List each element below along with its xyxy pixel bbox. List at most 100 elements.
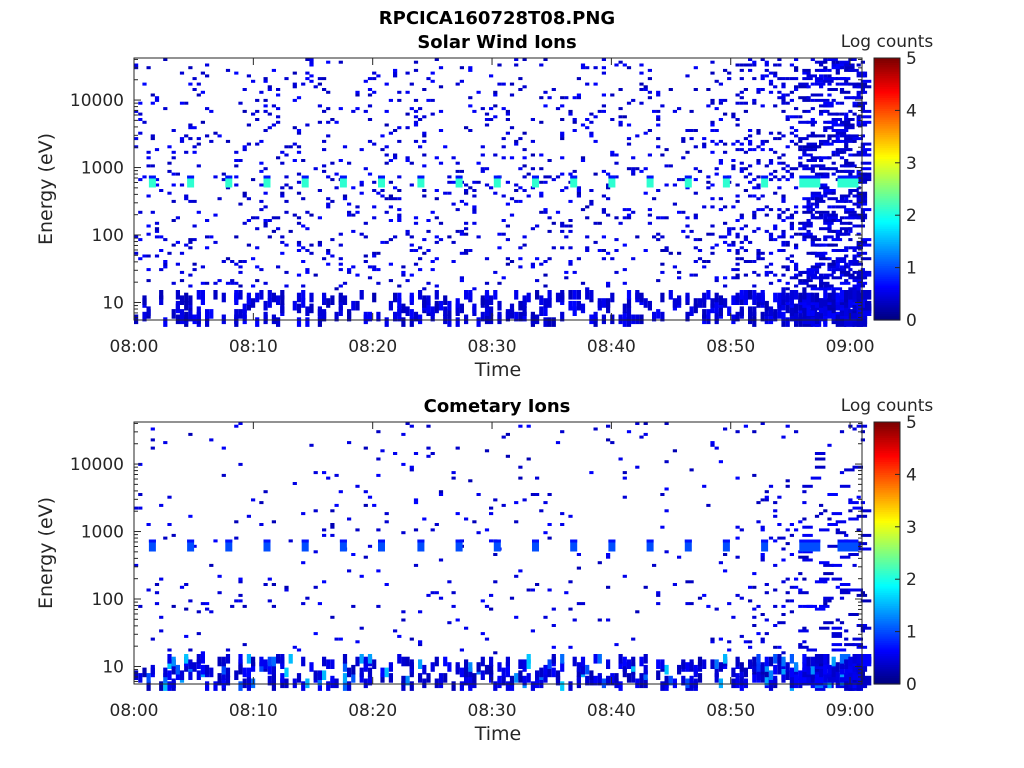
spectrogram-cell (163, 667, 168, 678)
spectrogram-cell (522, 295, 527, 305)
spectrogram-cell (405, 675, 410, 686)
periodic-band-edge (148, 175, 156, 179)
spectrogram-cell (639, 71, 644, 75)
spectrogram-cell (326, 90, 331, 94)
spectrogram-cell (192, 126, 197, 130)
periodic-band-edge (532, 539, 539, 543)
spectrogram-cell (372, 254, 377, 258)
spectrogram-cell (418, 246, 423, 250)
spectrogram-cell (384, 161, 389, 165)
spectrogram-cell (526, 194, 531, 198)
spectrogram-cell (188, 123, 193, 127)
spectrogram-cell (827, 77, 838, 81)
spectrogram-cell (560, 654, 565, 664)
spectrogram-cell (505, 262, 510, 266)
spectrogram-cell (326, 175, 331, 179)
spectrogram-cell (380, 134, 385, 138)
spectrogram-cell (409, 273, 414, 277)
spectrogram-cell (468, 66, 473, 70)
colorbar-segment (874, 450, 900, 454)
spectrogram-cell (305, 270, 310, 274)
spectrogram-cell (727, 229, 732, 233)
colorbar-segment (874, 428, 900, 432)
spectrogram-cell (819, 175, 830, 179)
spectrogram-cell (192, 150, 197, 154)
spectrogram-cell (831, 563, 843, 567)
spectrogram-cell (710, 637, 715, 641)
spectrogram-cell (280, 251, 285, 255)
spectrogram-cell (397, 306, 402, 316)
spectrogram-cell (480, 656, 485, 667)
periodic-band-cell (455, 539, 463, 552)
spectrogram-cell (167, 161, 172, 165)
spectrogram-cell (823, 235, 834, 239)
colorbar-segment (874, 66, 900, 70)
spectrogram-cell (522, 235, 527, 239)
axes-frame (133, 57, 863, 321)
spectrogram-cell (418, 257, 423, 261)
spectrogram-cell (785, 77, 790, 81)
colorbar-tick-label: 4 (906, 465, 917, 485)
spectrogram-cell (397, 126, 402, 130)
spectrogram-cell (301, 681, 306, 691)
spectrogram-cell (438, 300, 444, 311)
spectrogram-cell (760, 142, 765, 146)
spectrogram-cell (363, 678, 368, 689)
spectrogram-cell (296, 191, 302, 195)
spectrogram-cell (714, 446, 719, 450)
spectrogram-cell (860, 142, 872, 146)
spectrogram-cell (618, 60, 623, 64)
colorbar-segment (874, 189, 900, 192)
spectrogram-cell (242, 309, 247, 319)
spectrogram-cell (814, 98, 820, 102)
spectrogram-cell (601, 257, 606, 261)
colorbar-segment (874, 557, 900, 561)
spectrogram-cell (359, 180, 364, 184)
spectrogram-cell (723, 240, 728, 244)
x-tick-label: 09:00 (826, 337, 875, 357)
spectrogram-cell (844, 279, 849, 283)
spectrogram-cell (819, 528, 830, 532)
spectrogram-cell (806, 268, 817, 272)
spectrogram-cell (322, 309, 327, 319)
spectrogram-cell (718, 139, 723, 143)
spectrogram-cell (585, 287, 590, 291)
spectrogram-cell (768, 82, 774, 86)
spectrogram-cell (330, 254, 335, 258)
periodic-band-cell (148, 539, 156, 552)
spectrogram-cell (576, 257, 581, 261)
spectrogram-cell (819, 216, 824, 220)
spectrogram-cell (802, 533, 813, 537)
spectrogram-cell (464, 227, 469, 231)
colorbar-segment (874, 550, 900, 554)
spectrogram-cell (760, 290, 765, 300)
spectrogram-cell (743, 63, 748, 67)
spectrogram-cell (798, 645, 809, 649)
colorbar-segment (874, 158, 900, 162)
spectrogram-cell (367, 675, 373, 686)
spectrogram-cell (760, 311, 765, 322)
spectrogram-cell (819, 77, 824, 81)
colorbar-segment (874, 441, 900, 445)
y-axis-label: Energy (eV) (35, 497, 57, 609)
spectrogram-cell (768, 314, 774, 325)
spectrogram-cell (284, 175, 289, 179)
spectrogram-cell (284, 77, 289, 81)
spectrogram-cell (418, 290, 423, 300)
spectrogram-cell (760, 58, 765, 61)
spectrogram-cell (756, 131, 761, 135)
spectrogram-cell (276, 120, 281, 124)
spectrogram-cell (760, 257, 765, 261)
spectrogram-cell (823, 129, 828, 132)
spectrogram-cell (752, 306, 757, 316)
spectrogram-cell (798, 139, 803, 143)
spectrogram-cell (831, 270, 836, 274)
spectrogram-cell (635, 678, 640, 689)
spectrogram-cell (860, 161, 872, 165)
colorbar-segment (874, 108, 900, 111)
spectrogram-cell (188, 238, 193, 242)
spectrogram-cell (610, 257, 615, 261)
spectrogram-cell (831, 626, 843, 630)
spectrogram-cell (159, 503, 164, 507)
spectrogram-cell (267, 112, 272, 116)
